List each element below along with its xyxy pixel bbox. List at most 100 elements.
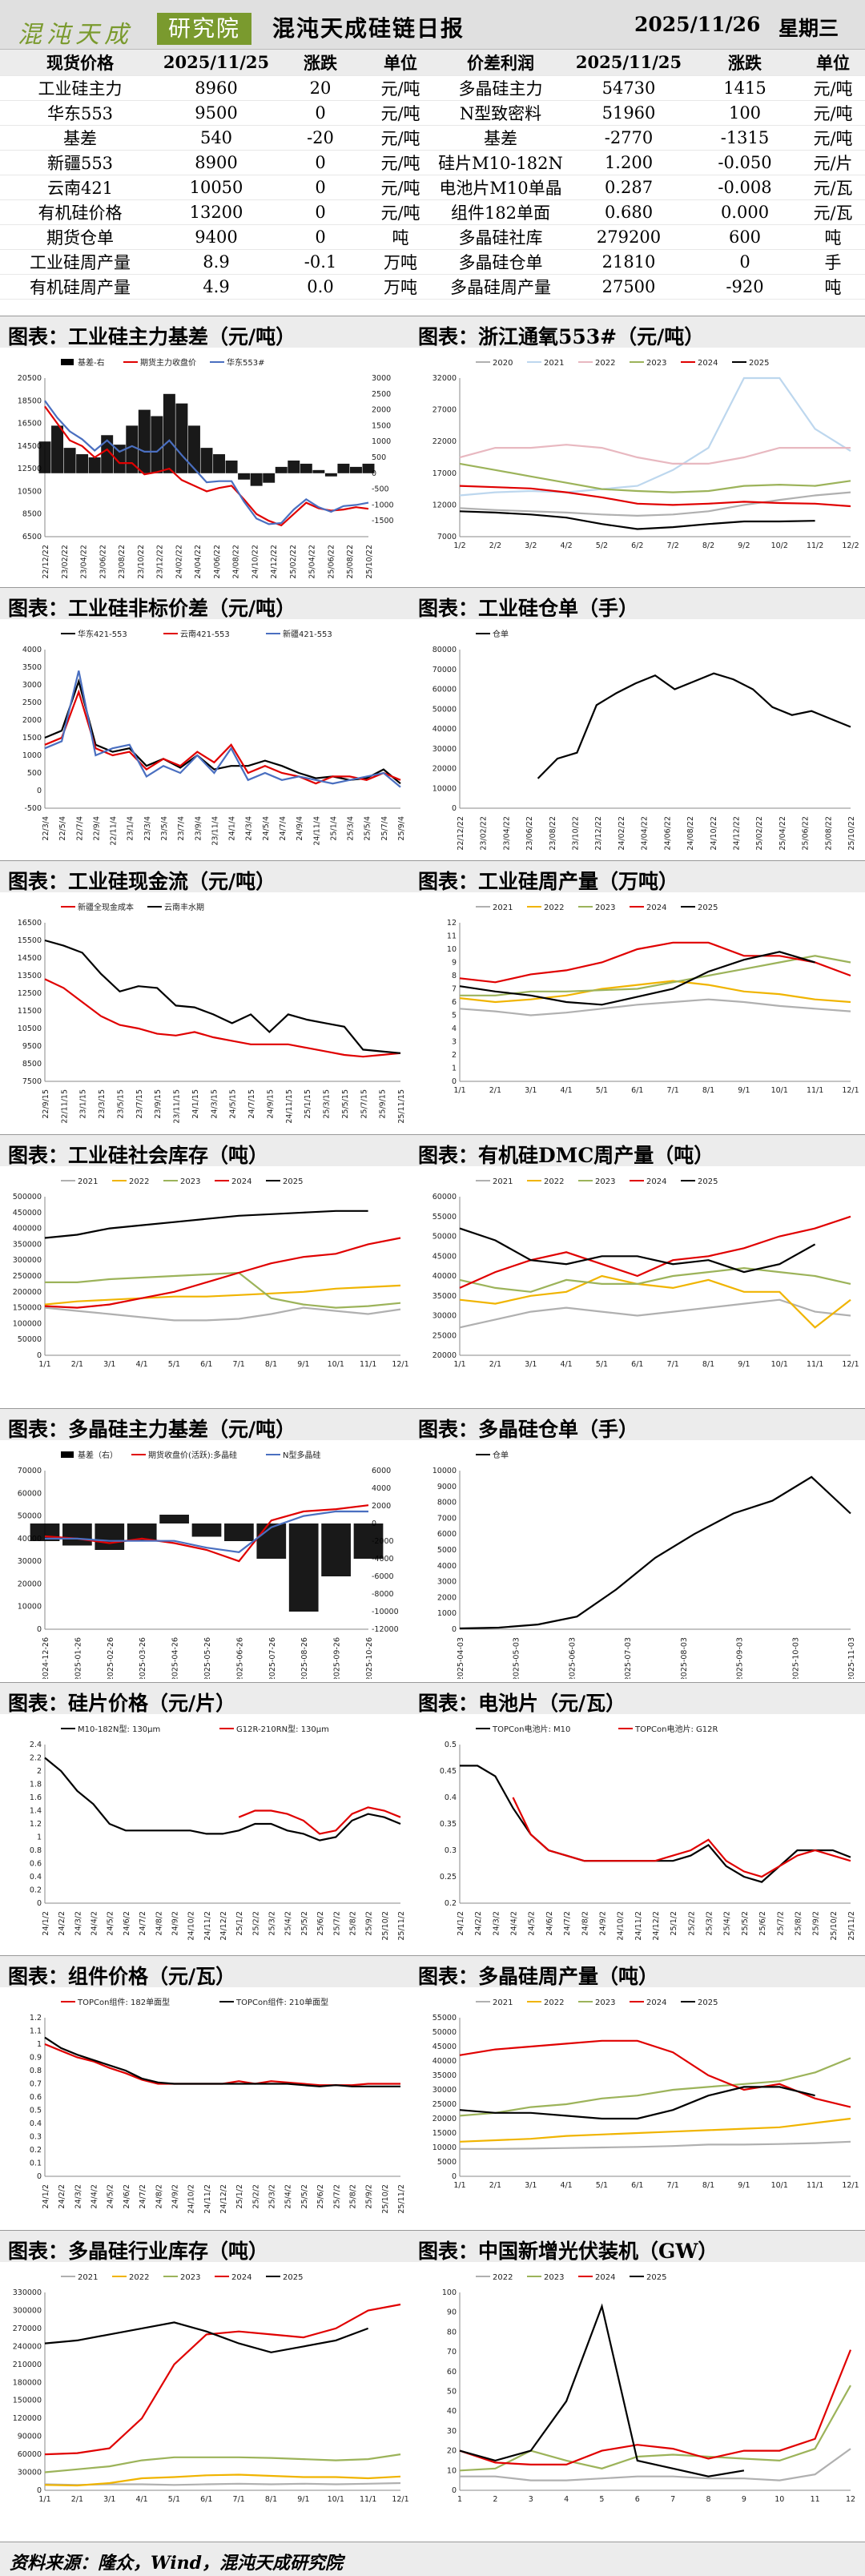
area-bar <box>200 448 213 473</box>
series-line <box>44 2043 400 2087</box>
legend-label: 2021 <box>493 1177 513 1186</box>
x-tick-label: 22/11/4 <box>110 816 119 846</box>
table-cell: 多晶硅周产量 <box>432 274 569 300</box>
x-tick-label: 2/1 <box>489 1086 501 1095</box>
y-tick-label: 12500 <box>18 989 42 998</box>
chart-c11: M10-182N型: 130μm G12R-210RN型: 130μm 0 0.2 0.… <box>3 1716 410 1956</box>
table-cell: 540 <box>160 125 272 151</box>
table-cell: 工业硅主力 <box>0 75 160 101</box>
logo-box-text: 研究院 <box>157 13 251 45</box>
table-cell: 元/吨 <box>801 125 865 151</box>
y-tick-label: 350000 <box>13 1240 42 1249</box>
y-tick-label: 8500 <box>22 510 42 519</box>
x-tick-label: 7 <box>670 2495 675 2504</box>
table-row: 期货仓单 9400 0 吨 <box>0 224 432 250</box>
series-line <box>44 678 401 785</box>
series-line <box>459 2385 851 2472</box>
y-tick-label: 4000 <box>22 646 42 654</box>
legend-label: 2021 <box>78 2273 98 2282</box>
area-bar <box>76 454 89 473</box>
table-row: 基差 -2770 -1315 元/吨 <box>432 125 865 151</box>
series-line <box>44 1284 401 1306</box>
table-cell: 云南421 <box>0 175 160 200</box>
x-tick-label: 25/06/22 <box>802 816 811 851</box>
table-header: 涨跌 <box>689 50 801 76</box>
legend-item: 华东553# <box>210 357 264 368</box>
x-tick-label: 12/2 <box>842 541 859 550</box>
x-tick-label: 7/1 <box>233 2495 245 2504</box>
series-line <box>459 462 851 493</box>
y-tick-label: 14500 <box>18 954 42 963</box>
x-tick-label: 24/02/22 <box>618 816 626 851</box>
x-tick-label: 24/10/2 <box>617 1911 626 1941</box>
chart-c14: 2021 2022 2023 2024 2025 0 5000 10000 15000 20000… <box>418 1989 860 2229</box>
series-line <box>459 491 851 517</box>
table-row: 基差 540 -20 元/吨 <box>0 125 432 151</box>
table-cell: -2770 <box>569 125 689 151</box>
legend-item: 2025 <box>266 1177 303 1186</box>
legend-label: N型多晶硅 <box>283 1450 320 1460</box>
legend-item: 2021 <box>476 1177 513 1186</box>
x-tick-label: 12/1 <box>842 2181 859 2190</box>
y-tick-label: 0.6 <box>30 2093 42 2102</box>
x-tick-label: 23/9/15 <box>154 1089 163 1119</box>
table-row: 有机硅周产量 4.9 0.0 万吨 <box>0 274 432 300</box>
series-line <box>459 2039 851 2108</box>
x-tick-label: 24/11/2 <box>634 1911 643 1941</box>
legend-item: 2022 <box>476 2273 513 2282</box>
area-bar <box>238 473 251 480</box>
y-tick-label: 2000 <box>22 716 42 725</box>
y-tick-label: 0 <box>37 1625 42 1634</box>
x-tick-label: 23/04/22 <box>502 816 511 851</box>
x-tick-label: 24/3/15 <box>210 1089 219 1119</box>
x-tick-label: 22/12/22 <box>42 545 50 579</box>
y-tick-label: 10500 <box>18 487 42 496</box>
x-tick-label: 23/7/15 <box>135 1089 144 1119</box>
y-tick-label: 90 <box>447 2308 457 2317</box>
y-tick-label: 120000 <box>13 2414 42 2423</box>
y2-tick-label: 2000 <box>372 1502 391 1511</box>
x-tick-label: 25/3/2 <box>706 1911 714 1936</box>
x-tick-label: 25/9/4 <box>397 816 406 841</box>
x-tick-label: 10/2 <box>771 541 788 550</box>
legend-label: G12R-210RN型: 130μm <box>236 1724 329 1734</box>
y-tick-label: 1500 <box>22 734 42 743</box>
x-tick-label: 22/12/22 <box>457 816 465 851</box>
x-tick-label: 24/5/2 <box>107 2184 115 2209</box>
series-line <box>460 2448 851 2481</box>
chart-title-right: 图表：中国新增光伏装机（GW） <box>418 2240 718 2263</box>
table-cell: 元/吨 <box>368 75 432 101</box>
chart-c7: 2021 2022 2023 2024 2025 0 50000 100000 150000 20… <box>3 1168 410 1408</box>
table-row: 多晶硅周产量 27500 -920 吨 <box>432 274 865 300</box>
series-line <box>44 1306 401 1322</box>
x-tick-label: 24/06/22 <box>663 816 672 851</box>
area-bar <box>163 393 175 473</box>
x-tick-label: 6/1 <box>631 2181 643 2190</box>
table-cell: 0 <box>272 100 368 126</box>
legend-label: 华东421-553 <box>78 629 127 639</box>
legend-item: 2022 <box>527 1998 564 2007</box>
x-tick-label: 24/11/4 <box>312 816 321 846</box>
x-tick-label: 24/12/22 <box>270 545 279 579</box>
x-tick-label: 24/8/2 <box>581 1911 589 1936</box>
y-tick-label: 0.4 <box>445 1793 457 1802</box>
y-tick-label: 40000 <box>432 725 457 734</box>
x-tick-label: 24/7/2 <box>139 2184 147 2209</box>
chart-c13: TOPCon组件: 182单面型 TOPCon组件: 210单面型 0 0.1 0.2 0… <box>3 1989 410 2229</box>
x-tick-label: 23/10/22 <box>572 816 581 851</box>
series-line <box>45 1271 401 1309</box>
x-tick-label: 25/9/2 <box>365 2184 374 2209</box>
y-tick-label: -500 <box>24 804 42 813</box>
y-tick-label: 0.25 <box>440 1873 457 1882</box>
y-tick-label: 30000 <box>432 745 457 754</box>
x-tick-label: 25/02/22 <box>755 816 764 851</box>
y-tick-label: 9 <box>452 959 457 968</box>
y-tick-label: 55000 <box>432 1213 457 1222</box>
table-cell: 4.9 <box>160 274 272 300</box>
y-tick-label: 1.4 <box>30 1807 42 1816</box>
area-bar <box>324 473 337 477</box>
y-tick-label: 0 <box>37 2486 42 2495</box>
y-tick-label: 40000 <box>18 1535 42 1544</box>
x-tick-label: 25/9/15 <box>379 1089 388 1119</box>
x-tick-label: 25/5/2 <box>300 2184 309 2209</box>
